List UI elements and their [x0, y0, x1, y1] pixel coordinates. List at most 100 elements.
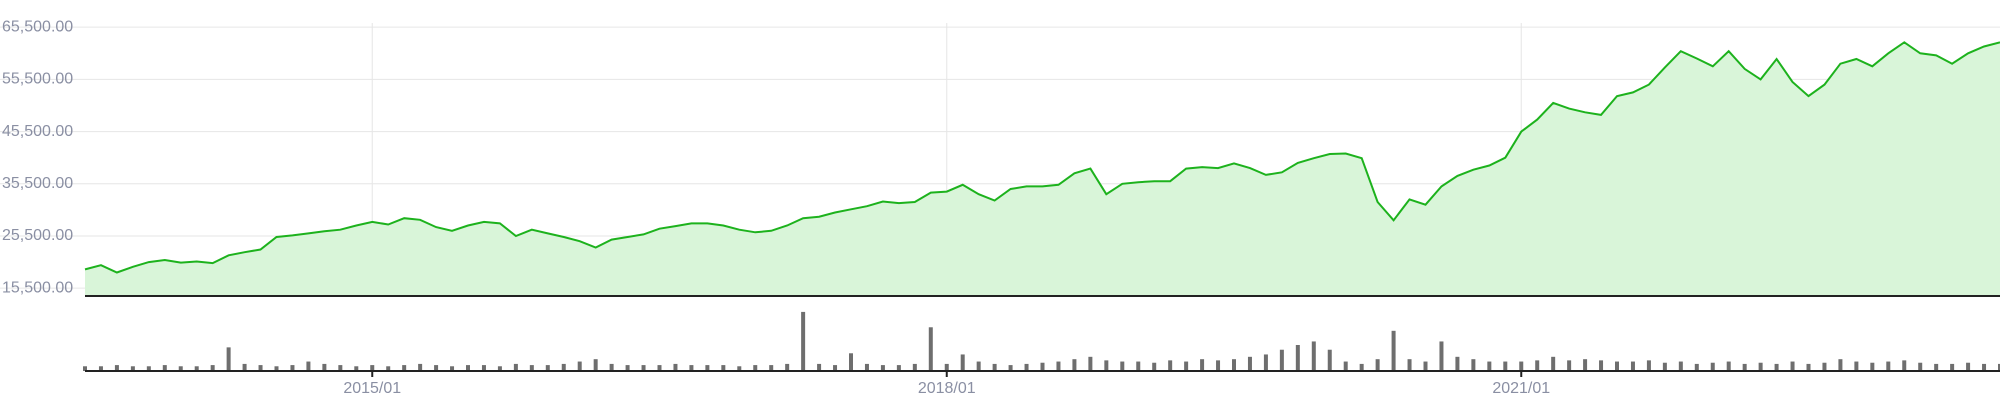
volume-bar — [466, 365, 470, 371]
volume-bar — [450, 366, 455, 371]
volume-bar — [880, 365, 885, 371]
volume-bar — [242, 363, 247, 371]
volume-bar — [833, 365, 838, 371]
volume-bar — [721, 365, 726, 371]
volume-bar — [338, 365, 343, 371]
volume-bar — [577, 361, 582, 371]
volume-bar — [386, 366, 391, 371]
volume-bar — [1758, 362, 1763, 371]
volume-bar — [1359, 363, 1364, 371]
volume-bar — [1646, 360, 1651, 371]
y-tick-label: 15,500.00 — [2, 279, 73, 296]
volume-bar — [1439, 341, 1444, 371]
volume-bar — [1327, 349, 1332, 371]
volume-bar — [1232, 359, 1236, 371]
volume-bar — [1455, 356, 1460, 371]
volume-bar — [1806, 363, 1811, 371]
volume-bar — [1998, 363, 2000, 371]
volume-bar — [1630, 361, 1635, 371]
volume-bar — [1391, 330, 1396, 371]
volume-bar — [896, 365, 901, 371]
y-tick-label: 25,500.00 — [2, 227, 73, 244]
volume-bar — [545, 365, 550, 371]
volume-bar — [769, 365, 774, 371]
volume-bar — [1918, 362, 1923, 371]
volume-bar — [1295, 345, 1300, 371]
volume-bar — [130, 366, 135, 371]
volume-bar — [1216, 360, 1221, 371]
volume-bar — [960, 354, 965, 371]
volume-bar — [1519, 361, 1524, 371]
y-tick-label: 65,500.00 — [2, 18, 73, 35]
volume-bar — [146, 366, 151, 371]
volume-bar — [1854, 361, 1859, 371]
volume-bar — [322, 363, 327, 371]
volume-bar — [1726, 361, 1731, 371]
volume-bar — [1662, 362, 1667, 371]
volume-bar — [1710, 362, 1715, 371]
volume-bar — [1487, 361, 1492, 371]
volume-bar — [162, 365, 167, 371]
volume-bar — [593, 359, 598, 371]
y-tick-label: 45,500.00 — [2, 123, 73, 140]
volume-bar — [1056, 361, 1061, 371]
volume-bar — [1279, 349, 1284, 371]
volume-bar — [83, 366, 87, 371]
volume-bar — [402, 365, 407, 371]
volume-bar — [1407, 359, 1412, 371]
volume-bar — [1535, 360, 1540, 371]
volume-bar — [1184, 361, 1189, 371]
volume-bar — [1136, 361, 1141, 371]
volume-bar — [849, 353, 853, 371]
volume-bar — [418, 363, 423, 371]
volume-bar — [992, 363, 997, 371]
volume-bar — [1263, 354, 1268, 371]
volume-bar — [657, 365, 662, 371]
price-line — [84, 41, 2000, 274]
x-tick-label: 2015/01 — [343, 380, 401, 397]
volume-bar — [1343, 361, 1348, 371]
volume-bar — [673, 363, 678, 371]
volume-bar — [705, 365, 710, 371]
volume-bar — [258, 365, 263, 371]
volume-bar — [114, 365, 119, 371]
volume-bar — [1966, 362, 1971, 371]
volume-bar — [1822, 362, 1827, 371]
volume-bar — [1104, 360, 1109, 371]
volume-bar — [1838, 359, 1843, 371]
y-tick-label: 35,500.00 — [2, 175, 73, 192]
volume-bar — [1567, 360, 1572, 371]
volume-bar — [976, 361, 981, 371]
volume-bar — [1072, 359, 1077, 371]
volume-bar — [689, 365, 694, 371]
volume-bar — [1247, 356, 1252, 371]
volume-bar — [1870, 362, 1875, 371]
volume-bar — [1040, 362, 1045, 371]
volume-bar — [1200, 359, 1205, 371]
volume-bar — [194, 366, 199, 371]
volume-bar — [434, 365, 439, 371]
volume-bar — [178, 366, 183, 371]
volume-bar — [529, 365, 534, 371]
volume-bar — [1471, 359, 1476, 371]
volume-bar — [609, 363, 614, 371]
volume-bar — [370, 365, 375, 371]
volume-bar — [513, 363, 518, 371]
volume-bar — [641, 365, 646, 371]
volume-bar — [912, 363, 917, 371]
y-tick-label: 55,500.00 — [2, 71, 73, 88]
x-tick-label: 2018/01 — [918, 380, 976, 397]
volume-bar — [1902, 360, 1907, 371]
volume-bar — [1790, 361, 1795, 371]
x-tick-label: 2021/01 — [1492, 380, 1550, 397]
volume-bar — [785, 363, 790, 371]
volume-bar — [290, 365, 295, 371]
volume-bar — [1008, 365, 1013, 371]
volume-bar — [481, 365, 486, 371]
volume-bar — [306, 361, 311, 371]
volume-bar — [1774, 363, 1779, 371]
volume-bar — [737, 366, 742, 371]
volume-bar — [753, 365, 758, 371]
